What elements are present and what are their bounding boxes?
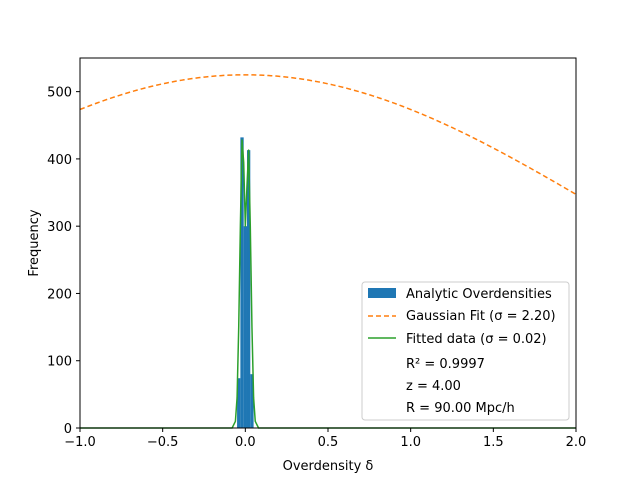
histogram-bar-1	[240, 137, 244, 428]
fitted-data-line	[80, 139, 576, 429]
y-tick-label-2: 200	[47, 287, 72, 302]
y-tick-label-4: 400	[47, 153, 72, 168]
x-axis-label: Overdensity δ	[283, 459, 374, 474]
y-axis-ticks: 0 100 200 300 400 500	[47, 86, 80, 437]
histogram-bar-3	[246, 150, 251, 428]
y-tick-label-5: 500	[47, 86, 72, 101]
x-tick-label-4: 1.0	[400, 435, 421, 450]
x-tick-label-2: 0.0	[235, 435, 256, 450]
annotation-radius: R = 90.00 Mpc/h	[406, 401, 515, 416]
series-lines	[79, 74, 577, 429]
x-tick-label-5: 1.5	[483, 435, 504, 450]
histogram-bar-2	[243, 226, 247, 428]
x-tick-label-1: −0.5	[147, 435, 179, 450]
x-tick-label-6: 2.0	[566, 435, 587, 450]
annotation-r-squared: R² = 0.9997	[406, 357, 485, 372]
y-tick-label-1: 100	[47, 355, 72, 370]
x-tick-label-0: −1.0	[64, 435, 96, 450]
legend-label-gaussian-fit: Gaussian Fit (σ = 2.20)	[406, 309, 556, 324]
y-tick-label-3: 300	[47, 220, 72, 235]
x-axis-ticks: −1.0 −0.5 0.0 0.5 1.0 1.5 2.0	[64, 428, 586, 450]
legend-frame	[361, 281, 570, 421]
histogram-bars	[237, 137, 254, 428]
legend-swatch-histogram	[368, 288, 396, 298]
y-axis-label: Frequency	[27, 209, 42, 276]
annotation-redshift: z = 4.00	[406, 379, 461, 394]
legend-label-histogram: Analytic Overdensities	[406, 287, 552, 302]
x-tick-label-3: 0.5	[318, 435, 339, 450]
histogram-bar-0	[237, 378, 241, 428]
legend-label-fitted-data: Fitted data (σ = 0.02)	[406, 332, 547, 347]
y-tick-label-0: 0	[64, 422, 72, 437]
legend: Analytic Overdensities Gaussian Fit (σ =…	[361, 281, 570, 421]
histogram-bar-4	[250, 374, 254, 428]
